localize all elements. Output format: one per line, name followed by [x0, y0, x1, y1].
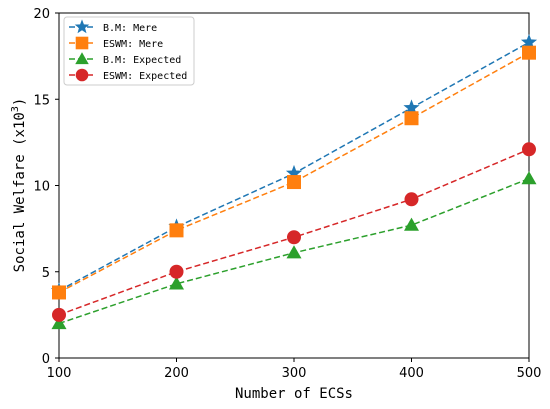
- legend-entry: B.M: Mere: [69, 19, 157, 34]
- data-point: [522, 45, 536, 60]
- y-axis-title-close: ): [12, 98, 28, 106]
- series-layer: [50, 33, 538, 330]
- legend-entry: B.M: Expected: [69, 52, 181, 66]
- data-point: [285, 164, 303, 181]
- y-axis-title-exponent: 3: [10, 106, 21, 112]
- x-tick-label: 300: [282, 366, 307, 381]
- data-point: [287, 230, 301, 245]
- legend-items: B.M: Mere ESWM: Mere B.M: Expected ESWM: Ex…: [69, 19, 187, 82]
- data-point: [403, 99, 420, 115]
- axis-ticks: 100 200 300 400 500 0 5 10 15 20: [33, 7, 541, 381]
- legend-label: ESWM: Expected: [103, 71, 187, 82]
- legend-marker: [75, 36, 89, 50]
- legend-label: ESWM: Mere: [103, 39, 163, 50]
- data-point: [404, 192, 419, 207]
- y-tick-label: 20: [33, 7, 50, 22]
- legend-entry: ESWM: Expected: [69, 68, 187, 82]
- data-point: [52, 285, 66, 300]
- x-tick-label: 100: [47, 366, 72, 381]
- data-point: [51, 316, 67, 330]
- x-tick-label: 500: [517, 366, 542, 381]
- legend-label: B.M: Expected: [103, 55, 181, 66]
- legend-box: [63, 16, 195, 86]
- data-point: [522, 142, 536, 157]
- y-tick-label: 15: [33, 93, 50, 108]
- data-point: [169, 264, 184, 279]
- series-2: [51, 171, 537, 330]
- legend-marker: [75, 52, 89, 65]
- data-point: [520, 33, 538, 50]
- data-point: [169, 276, 184, 290]
- data-point: [52, 307, 66, 322]
- data-point: [521, 171, 537, 185]
- y-tick-label: 0: [42, 352, 50, 367]
- legend-label: B.M: Mere: [103, 23, 157, 34]
- x-axis-title: Number of ECSs: [235, 386, 353, 402]
- y-axis-title: Social Welfare (x103): [10, 98, 28, 273]
- y-tick-label: 5: [42, 266, 50, 281]
- series-3: [52, 142, 536, 322]
- y-tick-label: 10: [33, 180, 50, 195]
- data-point: [286, 245, 302, 259]
- series-1: [52, 45, 536, 300]
- x-tick-label: 400: [399, 366, 424, 381]
- legend-marker: [75, 68, 89, 82]
- y-axis-title-main: Social Welfare (x10: [12, 112, 28, 272]
- legend-entry: ESWM: Mere: [69, 36, 163, 50]
- data-point: [169, 223, 184, 238]
- data-point: [404, 217, 419, 231]
- legend-marker: [74, 19, 90, 34]
- legend: B.M: Mere ESWM: Mere B.M: Expected ESWM: Ex…: [63, 16, 195, 86]
- data-point: [287, 175, 301, 190]
- x-tick-label: 200: [164, 366, 189, 381]
- data-point: [404, 111, 419, 126]
